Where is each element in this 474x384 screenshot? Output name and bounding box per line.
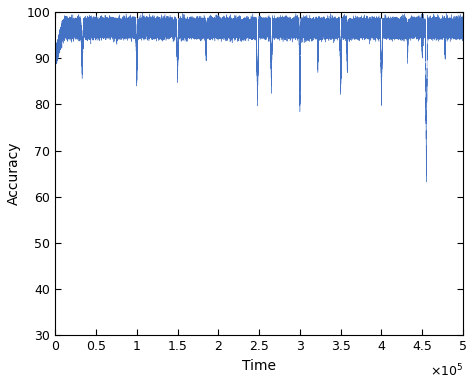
Y-axis label: Accuracy: Accuracy: [7, 142, 21, 205]
X-axis label: Time: Time: [242, 359, 276, 373]
Text: $\times10^5$: $\times10^5$: [430, 363, 463, 379]
